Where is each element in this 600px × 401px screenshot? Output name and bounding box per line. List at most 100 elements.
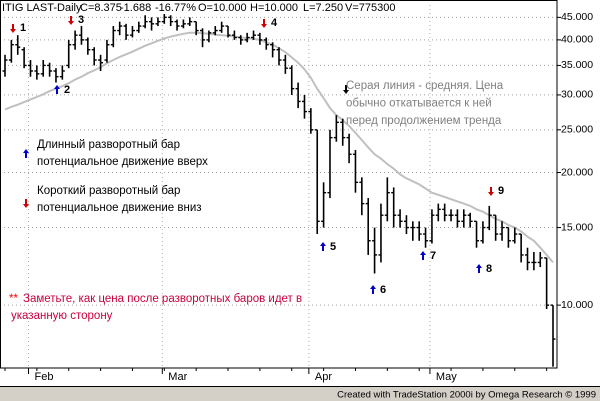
ohlc-bar: [276, 47, 282, 66]
ohlc-bar: [27, 60, 33, 77]
ohlc-bar: [308, 108, 314, 134]
marker-label: 9: [498, 185, 504, 197]
ohlc-bar: [193, 20, 199, 36]
ohlc-bar: [85, 37, 91, 55]
ohlc-bar: [493, 214, 499, 241]
arrow-head: [488, 192, 494, 196]
ohlc-bar: [244, 32, 250, 43]
ohlc-bar: [225, 25, 231, 38]
marker-label: 4: [271, 17, 278, 29]
ohlc-bar: [537, 252, 543, 268]
arrow-head: [68, 21, 74, 25]
ohlc-bar: [378, 203, 384, 263]
ohlc-bar: [448, 209, 454, 222]
ohlc-bar: [155, 17, 161, 27]
header-item: V=775300: [345, 2, 395, 14]
note-average: Серая линия - средняя. Цена: [346, 80, 504, 92]
header-item: -1.688: [120, 2, 151, 14]
ohlc-bar: [174, 19, 180, 31]
ohlc-bar: [59, 65, 65, 80]
ohlc-bar: [359, 177, 365, 216]
ohlc-bar: [467, 212, 473, 228]
ohlc-bar: [149, 17, 155, 31]
ohlc-bar: [454, 209, 460, 228]
remark: указанную сторону: [11, 310, 113, 322]
ohlc-bar: [435, 203, 441, 222]
plot-frame: [0, 0, 558, 369]
ohlc-bar: [72, 30, 78, 50]
marker-label: 8: [486, 263, 492, 275]
ohlc-bar: [104, 39, 110, 63]
ohlc-bar: [219, 21, 225, 33]
y-tick-label: 30.000: [561, 89, 593, 101]
ohlc-bar: [98, 54, 104, 71]
ohlc-bar: [365, 198, 371, 255]
ohlc-bar: [531, 252, 537, 271]
y-tick-label: 40.000: [561, 34, 593, 46]
ohlc-bar: [352, 149, 358, 193]
ohlc-bar: [314, 129, 320, 235]
marker-label: 1: [20, 22, 26, 34]
marker-label: 6: [380, 284, 386, 296]
ohlc-bar: [391, 187, 397, 228]
ohlc-bar: [461, 209, 467, 228]
ohlc-bar: [301, 94, 307, 119]
ohlc-bar: [340, 118, 346, 146]
y-tick-label: 10.000: [561, 299, 593, 311]
ohlc-bar: [129, 26, 135, 38]
ohlc-bar: [47, 62, 53, 77]
ohlc-bar: [263, 37, 269, 50]
ohlc-bar: [486, 205, 492, 231]
x-tick-label: Mar: [168, 371, 187, 383]
y-tick-label: 20.000: [561, 166, 593, 178]
y-tick-label: 35.000: [561, 59, 593, 71]
note-short-bar: Короткий разворотный бар: [37, 185, 180, 197]
arrow-head: [54, 85, 60, 89]
ohlc-bar: [442, 203, 448, 222]
header-item: C=8.375: [80, 2, 122, 14]
ohlc-bar: [206, 30, 212, 43]
header-item: L=7.250: [303, 2, 343, 14]
ohlc-bar: [91, 47, 97, 66]
header-band: [1, 1, 396, 14]
ohlc-bar: [231, 30, 237, 40]
arrow-head: [23, 149, 29, 153]
ohlc-bar: [180, 19, 186, 29]
ohlc-bar: [525, 247, 531, 271]
ohlc-bar: [480, 221, 486, 244]
marker-label: 7: [430, 250, 436, 262]
header-item: O=10.000: [198, 2, 247, 14]
ohlc-bar: [423, 227, 429, 248]
ohlc-bar: [34, 65, 40, 80]
header-item: -16.77%: [155, 2, 196, 14]
ohlc-bar: [117, 21, 123, 36]
x-tick-label: Feb: [34, 371, 53, 383]
ohlc-bar: [66, 39, 72, 69]
ohlc-bar: [40, 60, 46, 77]
ohlc-bar: [346, 133, 352, 164]
ohlc-bar: [429, 209, 435, 244]
arrow-head: [23, 204, 29, 208]
ohlc-bar: [544, 257, 550, 310]
ohlc-bar: [78, 26, 84, 45]
ohlc-bar: [333, 115, 339, 142]
x-tick-label: Apr: [315, 371, 332, 383]
ohlc-bar: [168, 15, 174, 27]
marker-label: 5: [330, 241, 336, 253]
ohlc-bar: [15, 35, 21, 55]
ohlc-bar: [123, 23, 129, 40]
marker-label: 3: [78, 14, 84, 26]
arrow-head: [370, 285, 376, 289]
note-average: обычно откатывается к ней: [346, 98, 492, 110]
ohlc-bar: [270, 42, 276, 58]
ohlc-bar: [289, 65, 295, 95]
ohlc-bar: [518, 233, 524, 263]
ohlc-bar: [416, 221, 422, 241]
marker-label: 2: [64, 84, 70, 96]
ohlc-bar: [384, 177, 390, 222]
y-tick-label: 15.000: [561, 221, 593, 233]
ohlc-bar: [321, 182, 327, 228]
arrow-head: [320, 242, 326, 246]
ohlc-bar: [257, 32, 263, 45]
ohlc-bar: [499, 221, 505, 241]
